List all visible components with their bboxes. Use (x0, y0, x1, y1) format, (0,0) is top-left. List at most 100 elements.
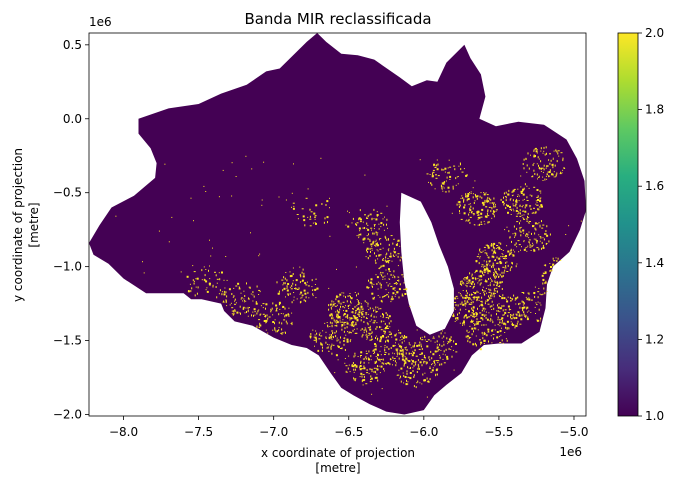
class-2-pixel (214, 271, 216, 273)
class-2-pixel (426, 173, 429, 175)
class-2-pixel (546, 291, 548, 292)
class-2-pixel (291, 323, 293, 326)
class-2-pixel (353, 315, 356, 318)
class-2-pixel (435, 174, 437, 176)
class-2-pixel (389, 358, 391, 361)
class-2-pixel (486, 299, 489, 302)
class-2-pixel (457, 297, 459, 299)
class-2-pixel (389, 255, 392, 258)
class-2-pixel (443, 335, 445, 338)
class-2-pixel (481, 310, 483, 312)
class-2-pixel (526, 200, 529, 201)
class-2-pixel (507, 305, 510, 308)
class-2-pixel (285, 272, 287, 273)
class-2-pixel (219, 289, 221, 292)
class-2-pixel (533, 169, 535, 172)
class-2-pixel (402, 357, 404, 359)
class-2-pixel (404, 361, 407, 364)
class-2-pixel (330, 336, 332, 339)
class-2-pixel (514, 299, 516, 301)
class-2-pixel (519, 215, 522, 217)
class-2-pixel (469, 272, 471, 275)
class-2-pixel (484, 331, 486, 333)
x-axis: −8.0 −7.5 −7.0 −6.5 −6.0 −5.5 −5.0 (109, 416, 589, 439)
class-2-pixel (441, 188, 443, 190)
class-2-pixel (360, 355, 362, 356)
class-2-pixel (471, 294, 474, 296)
class-2-pixel (456, 176, 458, 178)
class-2-pixel (522, 188, 525, 191)
class-2-pixel (292, 282, 294, 285)
class-2-pixel (488, 197, 490, 200)
class-2-pixel (492, 262, 494, 265)
class-2-pixel (354, 324, 357, 326)
class-2-pixel (449, 166, 452, 168)
colorbar-axis: 1.01.21.41.61.82.0 (638, 26, 664, 423)
class-2-pixel (431, 364, 432, 366)
class-2-pixel (466, 292, 468, 295)
class-2-pixel (511, 324, 514, 326)
class-2-pixel (373, 224, 376, 226)
class-2-pixel (541, 241, 543, 244)
class-2-pixel (416, 329, 418, 331)
class-2-pixel (452, 349, 454, 351)
class-2-pixel (460, 280, 462, 283)
class-2-pixel (388, 250, 390, 252)
class-2-pixel (423, 354, 425, 356)
class-2-pixel (417, 359, 419, 362)
class-2-pixel (372, 307, 374, 309)
class-2-pixel (463, 198, 465, 201)
class-2-pixel (359, 230, 361, 232)
class-2-pixel (459, 210, 460, 213)
class-2-pixel (388, 317, 390, 320)
class-2-pixel (536, 240, 538, 243)
class-2-pixel (488, 221, 490, 223)
class-2-pixel (482, 290, 484, 292)
class-2-pixel (531, 232, 532, 235)
class-2-pixel (396, 283, 398, 285)
class-2-pixel (520, 175, 522, 177)
class-2-pixel (483, 343, 485, 344)
class-2-pixel (281, 322, 283, 325)
class-2-pixel (235, 285, 238, 287)
class-2-pixel (383, 223, 385, 226)
class-2-pixel (377, 295, 379, 296)
class-2-pixel (485, 314, 487, 316)
class-2-pixel (503, 322, 505, 325)
class-2-pixel (280, 313, 282, 314)
class-2-pixel (544, 282, 547, 284)
class-2-pixel (493, 273, 495, 275)
class-2-pixel (515, 303, 517, 305)
class-2-pixel (399, 245, 401, 247)
class-2-pixel (500, 330, 502, 332)
class-2-pixel (538, 208, 540, 211)
class-2-pixel (457, 304, 459, 307)
class-2-pixel (334, 303, 336, 304)
class-2-pixel (239, 305, 241, 308)
class-2-pixel (505, 199, 507, 202)
class-2-pixel (514, 243, 516, 246)
class-2-pixel (366, 218, 369, 219)
class-2-pixel (502, 266, 505, 268)
class-2-pixel (525, 296, 527, 298)
class-2-pixel (231, 313, 233, 315)
class-2-pixel (216, 278, 219, 280)
class-2-pixel (263, 161, 265, 163)
class-2-pixel (481, 331, 483, 334)
class-2-pixel (526, 308, 527, 310)
class-2-pixel (552, 166, 554, 169)
class-2-pixel (477, 321, 479, 323)
class-2-pixel (470, 205, 472, 208)
class-2-pixel (531, 176, 534, 178)
class-2-pixel (310, 336, 312, 339)
class-2-pixel (325, 341, 327, 344)
class-2-pixel (465, 284, 467, 286)
class-2-pixel (452, 315, 455, 317)
class-2-pixel (487, 263, 489, 265)
class-2-pixel (496, 245, 499, 246)
class-2-pixel (476, 318, 478, 321)
class-2-pixel (359, 302, 361, 304)
class-2-pixel (516, 263, 518, 265)
class-2-pixel (513, 294, 515, 297)
class-2-pixel (529, 205, 532, 207)
